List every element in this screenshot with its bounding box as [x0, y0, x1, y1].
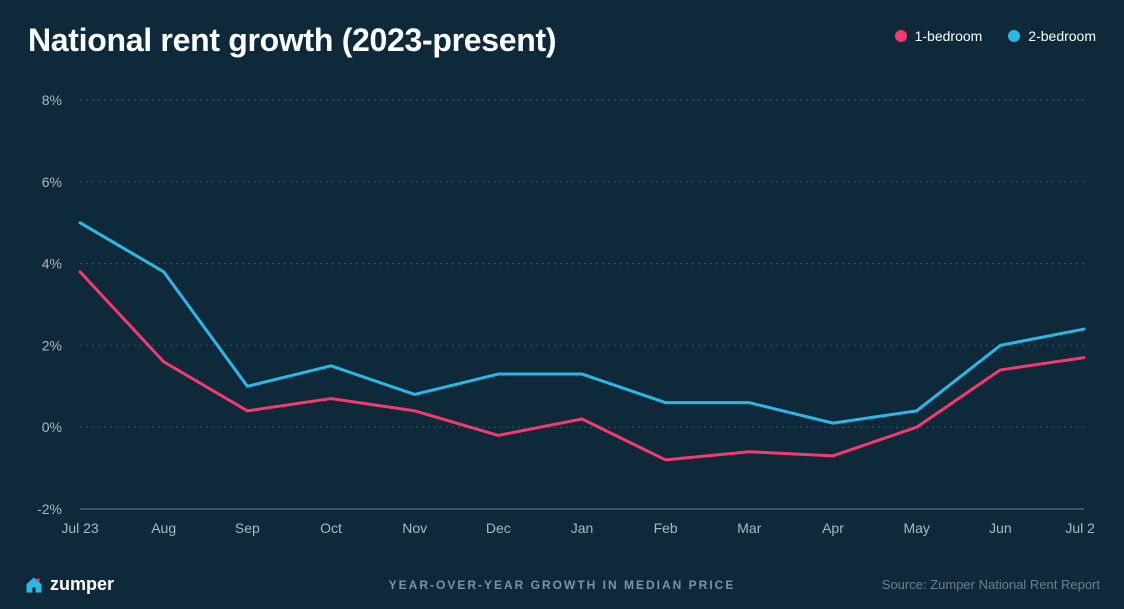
x-tick: Jun — [989, 520, 1012, 536]
x-tick: Jul 24 — [1065, 520, 1094, 536]
x-tick: Jul 23 — [61, 520, 99, 536]
y-tick: 6% — [42, 174, 62, 190]
x-tick: Feb — [654, 520, 678, 536]
y-tick-label: 0% — [42, 419, 62, 435]
legend-label: 1-bedroom — [915, 28, 983, 44]
x-tick: Nov — [402, 520, 427, 536]
x-tick: Sep — [235, 520, 260, 536]
x-tick: Apr — [822, 520, 844, 536]
y-tick-label: 6% — [42, 174, 62, 190]
x-tick-label: Dec — [486, 520, 511, 536]
house-icon — [24, 575, 44, 595]
x-tick-label: Nov — [402, 520, 427, 536]
x-tick: Jan — [571, 520, 594, 536]
y-tick-label: 4% — [42, 256, 62, 272]
x-tick: Mar — [737, 520, 761, 536]
x-tick-label: Jun — [989, 520, 1012, 536]
x-tick-label: May — [903, 520, 929, 536]
x-tick-label: Jul 23 — [61, 520, 99, 536]
y-tick: -2% — [37, 501, 62, 517]
y-tick-label: 2% — [42, 337, 62, 353]
x-tick: Aug — [151, 520, 176, 536]
x-tick: Oct — [320, 520, 342, 536]
legend-item: 2-bedroom — [1008, 28, 1096, 44]
chart-footer: zumper YEAR-OVER-YEAR GROWTH IN MEDIAN P… — [24, 574, 1100, 595]
x-tick: Dec — [486, 520, 511, 536]
legend-dot — [895, 30, 907, 42]
x-tick-label: Jan — [571, 520, 594, 536]
x-tick-label: Aug — [151, 520, 176, 536]
legend-item: 1-bedroom — [895, 28, 983, 44]
legend-label: 2-bedroom — [1028, 28, 1096, 44]
chart-header: National rent growth (2023-present) 1-be… — [28, 22, 1096, 59]
y-tick-label: -2% — [37, 501, 62, 517]
x-tick-label: Apr — [822, 520, 844, 536]
x-tick: May — [903, 520, 929, 536]
x-tick-label: Feb — [654, 520, 678, 536]
y-tick: 8% — [42, 92, 62, 108]
x-tick-label: Jul 24 — [1065, 520, 1094, 536]
y-tick: 0% — [42, 419, 62, 435]
brand-logo: zumper — [24, 574, 114, 595]
chart-subtitle: YEAR-OVER-YEAR GROWTH IN MEDIAN PRICE — [389, 578, 736, 592]
line-chart: -2% 0% 2% 4% 6% 8% Jul 23 Aug Sep Oct Nov Dec Jan Feb… — [20, 90, 1094, 549]
source-attribution: Source: Zumper National Rent Report — [882, 577, 1100, 592]
x-tick-label: Sep — [235, 520, 260, 536]
x-tick-label: Mar — [737, 520, 761, 536]
brand-name: zumper — [50, 574, 114, 595]
chart-title: National rent growth (2023-present) — [28, 22, 556, 59]
y-tick-label: 8% — [42, 92, 62, 108]
y-tick: 4% — [42, 256, 62, 272]
x-tick-label: Oct — [320, 520, 342, 536]
chart-area: -2% 0% 2% 4% 6% 8% Jul 23 Aug Sep Oct Nov Dec Jan Feb… — [20, 90, 1094, 549]
legend: 1-bedroom 2-bedroom — [895, 28, 1096, 44]
legend-dot — [1008, 30, 1020, 42]
y-tick: 2% — [42, 337, 62, 353]
series-line — [80, 223, 1084, 423]
